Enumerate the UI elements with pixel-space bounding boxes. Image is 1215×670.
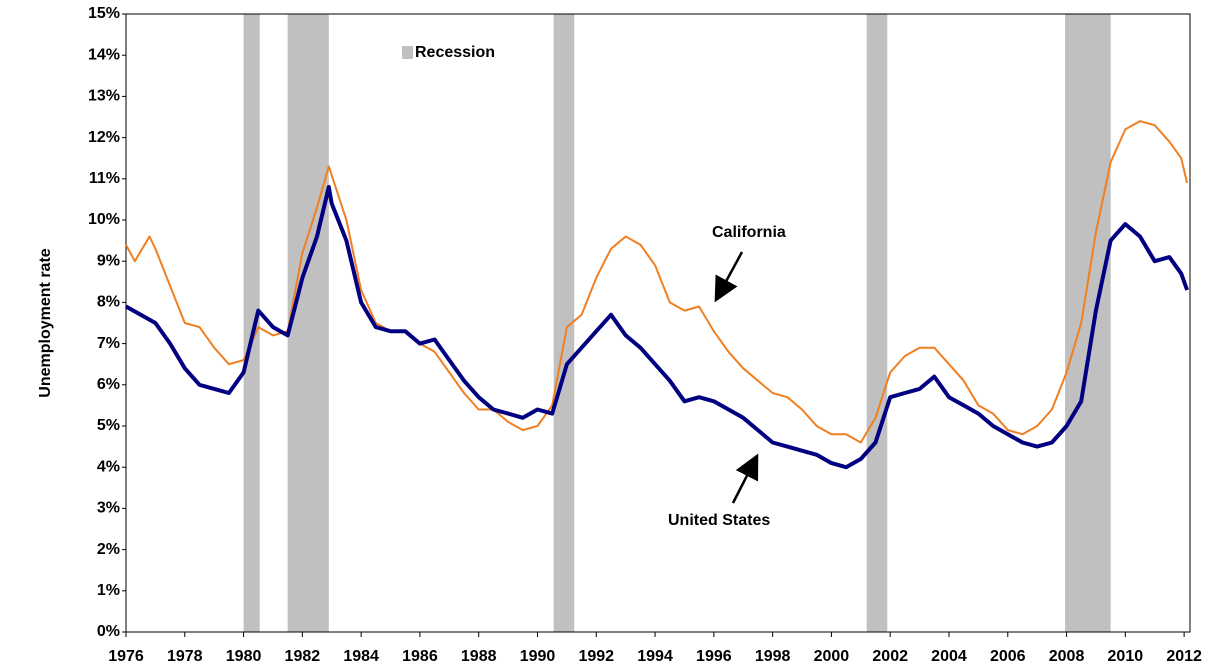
legend-swatch <box>402 46 413 59</box>
x-tick-label: 1998 <box>755 648 791 665</box>
x-tick-label: 1994 <box>637 648 673 665</box>
series-line <box>125 120 1189 444</box>
annotation: California <box>712 224 786 241</box>
y-tick-label: 0% <box>97 623 120 640</box>
legend-label: Recession <box>415 44 495 61</box>
y-tick-label: 10% <box>88 211 120 228</box>
recession-band <box>553 14 575 632</box>
annotation-arrow <box>731 453 759 504</box>
x-tick-label: 1980 <box>226 648 262 665</box>
recession-band <box>243 14 260 632</box>
x-tick-label: 1992 <box>578 648 614 665</box>
x-tick-label: 2008 <box>1049 648 1085 665</box>
y-tick-label: 15% <box>88 5 120 22</box>
y-tick-label: 1% <box>97 582 120 599</box>
y-axis-label: Unemployment rate <box>37 248 54 397</box>
x-tick-label: 2002 <box>872 648 908 665</box>
x-tick-label: 1988 <box>461 648 497 665</box>
recession-band <box>287 14 329 632</box>
y-tick-label: 9% <box>97 252 120 269</box>
y-tick-label: 14% <box>88 46 120 63</box>
y-tick-label: 5% <box>97 417 120 434</box>
annotation-arrow <box>714 251 744 303</box>
x-tick-label: 1984 <box>343 648 379 665</box>
x-tick-label: 1986 <box>402 648 438 665</box>
y-tick-label: 11% <box>89 170 120 187</box>
y-tick-label: 8% <box>97 294 120 311</box>
x-tick-label: 1990 <box>520 648 556 665</box>
recession-band <box>1065 14 1111 632</box>
y-tick-label: 6% <box>97 376 120 393</box>
x-tick-label: 1996 <box>696 648 732 665</box>
x-tick-label: 2000 <box>814 648 850 665</box>
y-tick-label: 13% <box>88 88 120 105</box>
y-tick-label: 4% <box>97 458 120 475</box>
x-tick-label: 2012 <box>1166 648 1202 665</box>
plot-frame <box>125 13 1191 633</box>
x-tick-label: 2010 <box>1108 648 1144 665</box>
x-tick-label: 1982 <box>285 648 321 665</box>
y-tick-label: 7% <box>97 335 120 352</box>
y-tick-label: 12% <box>88 129 120 146</box>
x-tick-label: 1978 <box>167 648 203 665</box>
background <box>243 14 1111 632</box>
annotation: United States <box>668 512 770 529</box>
recession-band <box>866 14 888 632</box>
x-tick-label: 2004 <box>931 648 967 665</box>
y-tick-label: 2% <box>97 541 120 558</box>
series-line <box>125 185 1189 470</box>
y-tick-label: 3% <box>97 500 120 517</box>
x-tick-label: 2006 <box>990 648 1026 665</box>
x-tick-label: 1976 <box>108 648 144 665</box>
